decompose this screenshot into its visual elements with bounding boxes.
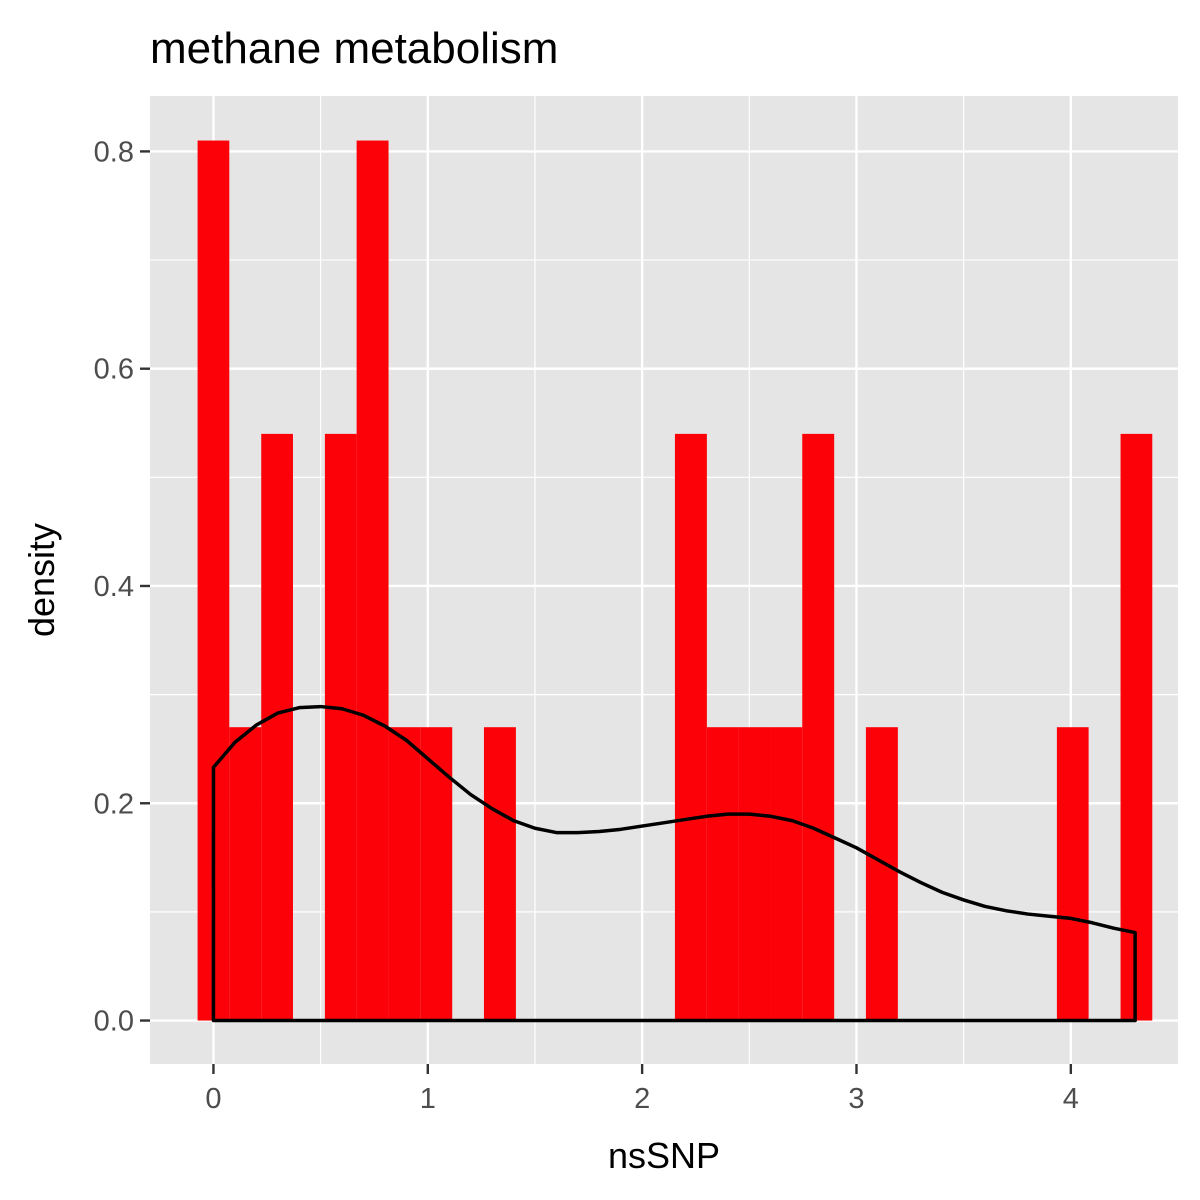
density-curve: [211, 704, 1137, 1023]
x-axis: 0 1 2 3 4: [205, 1064, 1079, 1115]
histogram-bar: [865, 727, 898, 1021]
x-tick-label: 1: [420, 1083, 436, 1115]
histogram-bar: [261, 433, 293, 1021]
histogram-bar: [483, 727, 516, 1021]
x-tick-label: 3: [848, 1083, 864, 1115]
x-axis-title: nsSNP: [608, 1135, 720, 1176]
histogram-bar: [706, 727, 739, 1021]
histogram-bar: [324, 433, 357, 1021]
chart-title: methane metabolism: [150, 24, 558, 73]
histogram-bar: [1120, 433, 1153, 1021]
panel-background: [150, 96, 1178, 1064]
y-axis: 0.0 0.2 0.4 0.6 0.8: [94, 136, 150, 1038]
x-tick-label: 4: [1063, 1083, 1079, 1115]
histogram-bar: [420, 727, 453, 1021]
y-tick-label: 0.2: [94, 788, 134, 820]
histogram-bar: [770, 727, 803, 1021]
y-tick-label: 0.0: [94, 1006, 134, 1038]
histogram-bars: [197, 140, 1153, 1021]
y-tick-label: 0.4: [94, 571, 134, 603]
y-tick-label: 0.6: [94, 354, 134, 386]
y-axis-title: density: [21, 523, 62, 637]
minor-gridlines: [150, 96, 1178, 1064]
x-tick-label: 2: [634, 1083, 650, 1115]
histogram-bar: [229, 727, 262, 1021]
y-tick-label: 0.8: [94, 136, 134, 168]
histogram-bar: [738, 727, 771, 1021]
histogram-bar: [802, 433, 835, 1021]
histogram-bar: [388, 727, 421, 1021]
x-tick-label: 0: [205, 1083, 221, 1115]
histogram-bar: [1056, 727, 1089, 1021]
histogram-bar: [674, 433, 707, 1021]
histogram-bar: [356, 140, 389, 1021]
